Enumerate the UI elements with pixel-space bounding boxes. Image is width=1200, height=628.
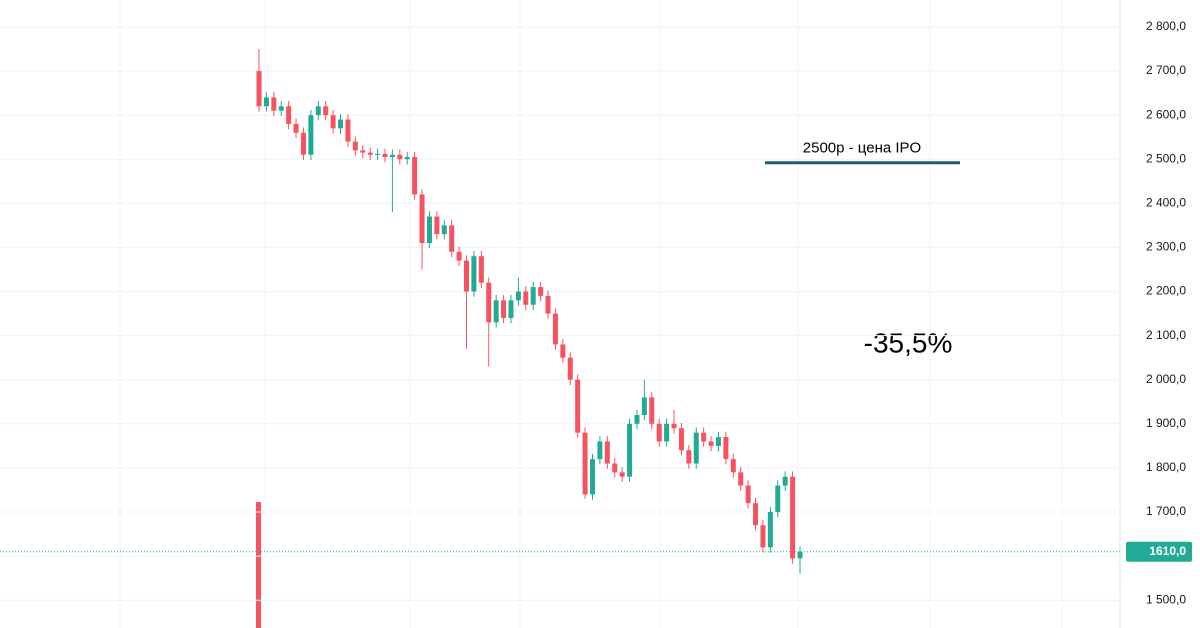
y-tick-label: 2 400,0 [1146,195,1186,209]
candle-body [323,106,329,116]
candle-body [426,216,432,243]
candle-body [708,441,714,446]
candle-body [678,428,684,451]
candle-body [315,106,321,116]
candle-body [627,423,633,477]
candle-body [271,97,277,111]
y-tick-label: 1 900,0 [1146,416,1186,430]
candle-body [693,432,699,464]
candle-body [686,450,692,464]
candle-body [352,141,358,151]
candle-body [397,154,403,160]
y-tick-label: 2 600,0 [1146,107,1186,121]
candle-body [360,150,366,153]
candle-body [612,463,618,473]
candle-body [782,476,788,486]
candle-body [456,251,462,261]
volume-bar [256,502,261,628]
candle-body [760,525,766,548]
y-tick-label: 2 200,0 [1146,284,1186,298]
annotation: -35,5% [864,327,953,358]
candle-body [619,472,625,477]
candle-body [464,260,470,292]
candle-body [552,313,558,345]
candle-body [597,441,603,460]
candle-body [701,432,707,442]
candle-body [486,282,492,323]
candle-body [775,485,781,513]
candle-body [338,119,344,129]
last-price-box [1126,541,1192,562]
candle-body [515,291,521,301]
candle-body [797,551,803,559]
y-tick-label: 2 500,0 [1146,151,1186,165]
candle-body [634,414,640,424]
last-price-label: 1610,0 [1149,544,1186,558]
candle-body [530,287,536,305]
candle-body [523,291,529,305]
candle-body [560,344,566,358]
candle-body [790,476,796,559]
y-tick-label: 2 700,0 [1146,63,1186,77]
candle-body [671,423,677,429]
candle-body [649,397,655,424]
y-tick-label: 2 800,0 [1146,19,1186,33]
candle-body [589,459,595,495]
candle-body [604,441,610,464]
candle-body [404,157,410,160]
candle-body [567,357,573,380]
y-tick-label: 2 300,0 [1146,240,1186,254]
candle-body [345,119,351,142]
candle-body [300,132,306,155]
candle-body [730,459,736,473]
candle-body [412,157,418,195]
y-tick-label: 2 100,0 [1146,328,1186,342]
candle-body [308,115,314,155]
candle-body [656,423,662,442]
candle-body [582,432,588,495]
candle-body [293,123,299,133]
candle-body [664,423,670,442]
candle-body [263,97,269,107]
candle-body [478,256,484,283]
y-tick-label: 1 800,0 [1146,460,1186,474]
y-tick-label: 1 700,0 [1146,504,1186,518]
candle-body [715,437,721,446]
candle-body [575,379,581,433]
candle-body [278,106,284,111]
candle-body [419,194,425,243]
y-tick-label: 1 500,0 [1146,592,1186,606]
candle-body [745,485,751,504]
candle-body [471,256,477,292]
candle-body [286,106,292,124]
candle-body [538,287,544,296]
candle-body [434,216,440,235]
candle-body [256,71,262,107]
candle-body [330,115,336,129]
candle-body [508,300,514,318]
candle-body [501,300,507,318]
y-tick-label: 2 000,0 [1146,372,1186,386]
candle-body [767,512,773,548]
candle-body [545,295,551,314]
candle-body [753,503,759,526]
candle-body [441,225,447,235]
candle-body [382,153,388,157]
ipo-label: 2500р - цена IPO [803,140,921,157]
candle-body [493,300,499,323]
candle-body [375,153,381,155]
candle-body [723,437,729,460]
candle-body [641,397,647,415]
candle-body [367,152,373,155]
candle-body [738,472,744,486]
candle-body [449,225,455,252]
candle-body [389,154,395,157]
